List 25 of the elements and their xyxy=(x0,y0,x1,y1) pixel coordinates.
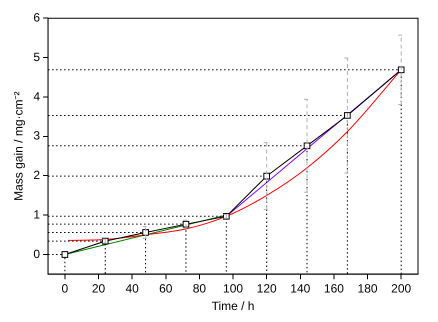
point xyxy=(263,172,270,180)
y-axis-title: Mass gain / mg·cm⁻² xyxy=(12,92,26,201)
point xyxy=(142,229,149,236)
y-tick-label: 5 xyxy=(33,50,40,64)
y-tick-label: 4 xyxy=(33,89,40,104)
y-tick-label: 2 xyxy=(33,168,40,182)
x-tick-label: 40 xyxy=(125,282,140,296)
x-tick-label: 200 xyxy=(391,282,412,296)
point xyxy=(304,142,310,150)
y-tick-label: 6 xyxy=(33,10,40,25)
y-tick-label: 0 xyxy=(33,246,40,261)
x-tick-label: 180 xyxy=(358,282,378,296)
x-axis-title: Time / h xyxy=(212,299,254,314)
x-tick-label: 60 xyxy=(159,282,173,296)
x-tick-label: 80 xyxy=(192,282,206,296)
x-tick-label: 0 xyxy=(62,282,69,296)
x-tick-label: 140 xyxy=(290,282,311,296)
point xyxy=(62,251,68,258)
x-tick-label: 160 xyxy=(324,282,344,296)
y-tick-label: 1 xyxy=(33,207,40,222)
point xyxy=(398,66,405,74)
x-tick-label: 20 xyxy=(92,282,106,296)
x-tick-label: 120 xyxy=(256,282,277,296)
x-tick-label: 100 xyxy=(223,282,244,296)
y-tick-label: 3 xyxy=(33,128,40,143)
